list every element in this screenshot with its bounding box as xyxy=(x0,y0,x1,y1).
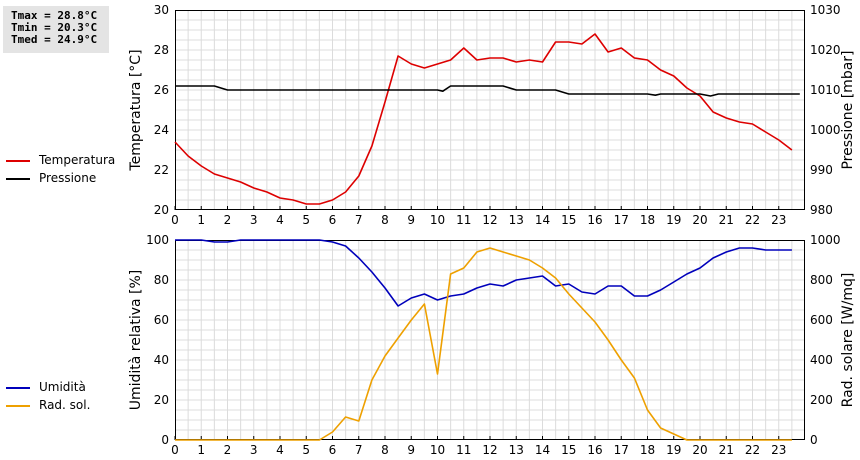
chart1-x-tick-label: 0 xyxy=(171,213,179,227)
legend-swatch-rad-sol xyxy=(6,405,30,407)
chart2-x-tick-label: 17 xyxy=(614,443,629,457)
chart2-series-umidit-line xyxy=(175,239,792,307)
chart1-x-tick-label: 20 xyxy=(692,213,707,227)
chart1-y-right-tick-label: 1030 xyxy=(810,3,841,17)
tmed-readout: Tmed = 24.9°C xyxy=(11,33,98,46)
chart1-y-right-label: Pressione [mbar] xyxy=(840,50,856,169)
chart1-x-tick-label: 8 xyxy=(381,213,389,227)
chart1-x-tick-label: 6 xyxy=(329,213,337,227)
chart1-x-tick-label: 23 xyxy=(771,213,786,227)
legend-label-umidita: Umidità xyxy=(39,380,86,394)
chart2-x-tick-label: 5 xyxy=(302,443,310,457)
chart2-x-tick-label: 7 xyxy=(355,443,363,457)
chart2-x-tick-label: 14 xyxy=(535,443,550,457)
chart2-x-tick-label: 21 xyxy=(719,443,734,457)
chart2-y-right-label: Rad. solare [W/mq] xyxy=(840,273,856,408)
chart2-y-right-tick-label: 600 xyxy=(810,313,833,327)
chart1-x-tick-label: 21 xyxy=(719,213,734,227)
chart2-x-tick-label: 13 xyxy=(509,443,524,457)
chart1-y-right-tick-label: 1020 xyxy=(810,43,841,57)
chart1-x-tick-label: 4 xyxy=(276,213,284,227)
chart2-x-tick-label: 10 xyxy=(430,443,445,457)
chart2-x-tick-label: 19 xyxy=(666,443,681,457)
chart2-y-right-tick-label: 200 xyxy=(810,393,833,407)
chart2-x-tick-label: 22 xyxy=(745,443,760,457)
chart2-x-tick-label: 6 xyxy=(329,443,337,457)
chart2-y-right-tick-label: 800 xyxy=(810,273,833,287)
chart2-x-tick-label: 1 xyxy=(197,443,205,457)
chart1-series-temperatura-line xyxy=(174,33,793,205)
chart1-series-pressione-line xyxy=(175,85,800,97)
chart2-y-left-tick-label: 80 xyxy=(154,273,169,287)
chart2-x-tick-label: 12 xyxy=(482,443,497,457)
chart2-y-left-tick-label: 0 xyxy=(161,433,169,447)
chart1-x-tick-label: 16 xyxy=(587,213,602,227)
chart1-y-right-tick-label: 1000 xyxy=(810,123,841,137)
chart1-x-tick-label: 11 xyxy=(456,213,471,227)
chart1-x-tick-label: 13 xyxy=(509,213,524,227)
chart2-y-left-tick-label: 40 xyxy=(154,353,169,367)
chart1-x-tick-label: 5 xyxy=(302,213,310,227)
chart2-y-left-tick-label: 20 xyxy=(154,393,169,407)
chart2-x-tick-label: 15 xyxy=(561,443,576,457)
chart1-x-tick-label: 18 xyxy=(640,213,655,227)
chart1-y-left-tick-label: 28 xyxy=(154,43,169,57)
chart1-x-tick-label: 1 xyxy=(197,213,205,227)
chart1-y-right-tick-label: 1010 xyxy=(810,83,841,97)
chart2-x-tick-label: 8 xyxy=(381,443,389,457)
chart2-x-tick-label: 23 xyxy=(771,443,786,457)
legend-swatch-temperatura xyxy=(6,160,30,162)
chart2-y-left-label: Umidità relativa [%] xyxy=(128,270,144,411)
chart2-x-tick-label: 0 xyxy=(171,443,179,457)
chart2-x-tick-label: 4 xyxy=(276,443,284,457)
stats-box: Tmax = 28.8°C Tmin = 20.3°C Tmed = 24.9°… xyxy=(3,6,109,53)
chart1-y-left-tick-label: 26 xyxy=(154,83,169,97)
chart2-x-tick-label: 3 xyxy=(250,443,258,457)
chart2-y-right-tick-label: 400 xyxy=(810,353,833,367)
chart2-series-rad-sol-line xyxy=(175,247,792,441)
legend-label-rad-sol: Rad. sol. xyxy=(39,398,91,412)
chart1-y-left-tick-label: 20 xyxy=(154,203,169,217)
chart1-y-right-tick-label: 980 xyxy=(810,203,833,217)
tmax-readout: Tmax = 28.8°C xyxy=(11,9,98,22)
chart1-x-tick-label: 9 xyxy=(407,213,415,227)
chart1-y-left-label: Temperatura [°C] xyxy=(128,49,144,171)
chart1-y-left-tick-label: 30 xyxy=(154,3,169,17)
chart1-x-tick-label: 7 xyxy=(355,213,363,227)
chart1-x-tick-label: 3 xyxy=(250,213,258,227)
legend-label-temperatura: Temperatura xyxy=(39,153,116,167)
chart2-x-tick-label: 20 xyxy=(692,443,707,457)
chart2-x-tick-label: 2 xyxy=(224,443,232,457)
chart2-x-tick-label: 18 xyxy=(640,443,655,457)
tmin-readout: Tmin = 20.3°C xyxy=(11,21,98,34)
chart2-x-tick-label: 9 xyxy=(407,443,415,457)
chart2-y-left-tick-label: 100 xyxy=(146,233,169,247)
chart1-x-tick-label: 22 xyxy=(745,213,760,227)
chart1-x-tick-label: 12 xyxy=(482,213,497,227)
chart2-y-left-tick-label: 60 xyxy=(154,313,169,327)
legend-swatch-umidita xyxy=(6,387,30,389)
chart1-x-tick-label: 2 xyxy=(224,213,232,227)
chart1-x-tick-label: 14 xyxy=(535,213,550,227)
chart1-x-tick-label: 17 xyxy=(614,213,629,227)
chart1-x-tick-label: 19 xyxy=(666,213,681,227)
chart2-y-right-tick-label: 1000 xyxy=(810,233,841,247)
chart2-y-right-tick-label: 0 xyxy=(810,433,818,447)
chart1-y-right-tick-label: 990 xyxy=(810,163,833,177)
legend-label-pressione: Pressione xyxy=(39,171,97,185)
chart1-x-tick-label: 10 xyxy=(430,213,445,227)
chart2-x-tick-label: 16 xyxy=(587,443,602,457)
chart2-x-tick-label: 11 xyxy=(456,443,471,457)
chart1-y-left-tick-label: 22 xyxy=(154,163,169,177)
legend-swatch-pressione xyxy=(6,178,30,180)
chart1-x-tick-label: 15 xyxy=(561,213,576,227)
chart1-y-left-tick-label: 24 xyxy=(154,123,169,137)
